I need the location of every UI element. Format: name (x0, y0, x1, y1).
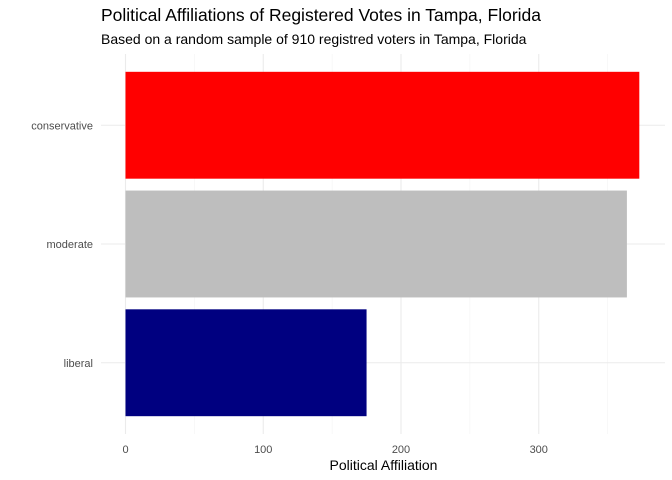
x-tick-label: 300 (530, 444, 548, 456)
x-axis-title: Political Affiliation (330, 457, 438, 473)
bar-conservative (125, 71, 640, 179)
bars (125, 71, 640, 417)
x-axis-tick-labels: 0 100 200 300 (122, 444, 547, 456)
chart-title: Political Affiliations of Registered Vot… (101, 5, 542, 25)
x-tick-label: 100 (254, 444, 272, 456)
y-tick-label: conservative (31, 120, 93, 132)
x-tick-label: 200 (392, 444, 410, 456)
bar-moderate (125, 190, 627, 298)
y-tick-label: liberal (64, 358, 93, 370)
y-tick-label: moderate (47, 239, 93, 251)
chart-subtitle: Based on a random sample of 910 registre… (101, 31, 527, 47)
bar-liberal (125, 309, 367, 417)
y-axis-tick-labels: conservative moderate liberal (31, 120, 93, 370)
x-tick-label: 0 (122, 444, 128, 456)
